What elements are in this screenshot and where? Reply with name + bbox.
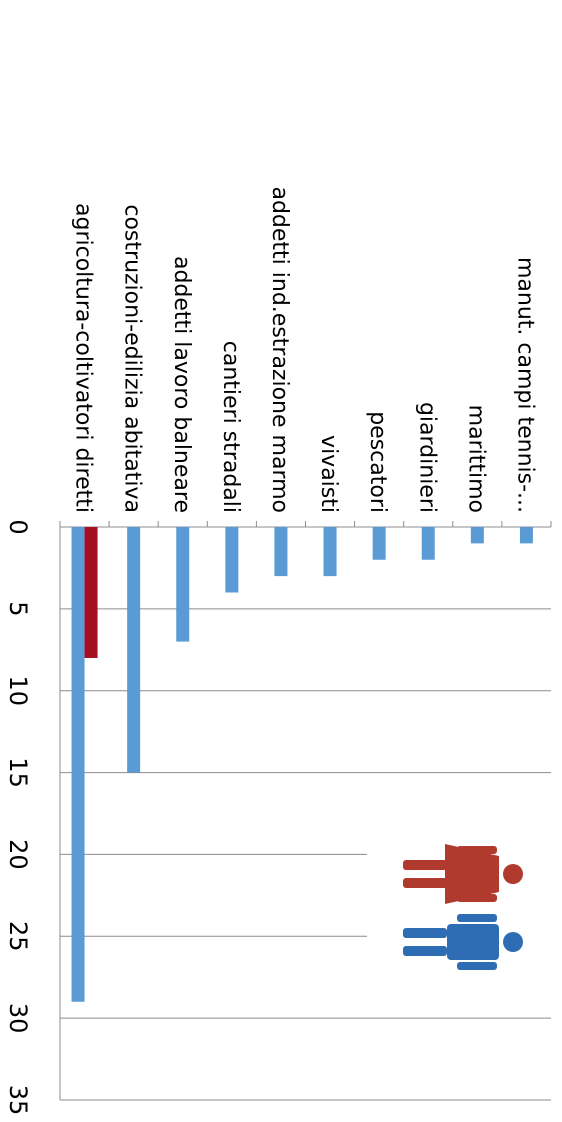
category-label: vivaisti	[316, 435, 341, 513]
figure-arm	[457, 914, 497, 922]
figure-head	[503, 932, 523, 952]
bar	[225, 527, 239, 593]
tick-label: 30	[4, 1003, 32, 1034]
category-label: costruzioni-edilizia abitativa	[120, 204, 145, 513]
figure-leg	[403, 860, 447, 870]
bar	[421, 527, 435, 560]
figure-arm	[457, 846, 497, 854]
category-labels: agricoltura-coltivatori diretti costruzio…	[71, 186, 538, 513]
figure-leg	[403, 928, 447, 938]
category-label: addetti lavoro balneare	[169, 256, 194, 513]
tick-label: 15	[4, 757, 32, 788]
category-label: marittimo	[463, 405, 488, 513]
tick-label: 10	[4, 675, 32, 706]
bar	[71, 527, 85, 1002]
bar	[127, 527, 141, 773]
bar	[176, 527, 190, 642]
tick-label: 0	[4, 519, 32, 534]
category-label: manut. campi tennis-...	[512, 257, 537, 513]
category-label: agricoltura-coltivatori diretti	[71, 203, 96, 513]
figure-leg	[403, 946, 447, 956]
figure-leg	[403, 878, 447, 888]
bars	[71, 527, 533, 1002]
tick-label: 20	[4, 839, 32, 870]
figure-body	[445, 844, 499, 904]
category-label: cantieri stradali	[218, 341, 243, 513]
figure-body	[447, 924, 499, 960]
bar	[519, 527, 533, 544]
bar	[470, 527, 484, 544]
female-figure-icon	[403, 844, 523, 904]
tick-label: 5	[4, 601, 32, 616]
category-label: addetti ind.estrazione marmo	[267, 186, 292, 513]
category-label: pescatori	[365, 411, 390, 513]
figure-arm	[457, 962, 497, 970]
gridlines	[59, 521, 552, 1101]
figure-arm	[457, 894, 497, 902]
bar	[84, 527, 98, 658]
category-label: giardinieri	[414, 402, 439, 513]
male-figure-icon	[403, 914, 523, 970]
figure-head	[503, 864, 523, 884]
bar	[372, 527, 386, 560]
tick-label: 35	[4, 1085, 32, 1116]
bar	[323, 527, 337, 577]
tick-labels: 0 5 10 15 20 25 30 35	[4, 519, 32, 1115]
tick-label: 25	[4, 921, 32, 952]
legend-icons	[403, 844, 523, 970]
bar	[274, 527, 288, 577]
